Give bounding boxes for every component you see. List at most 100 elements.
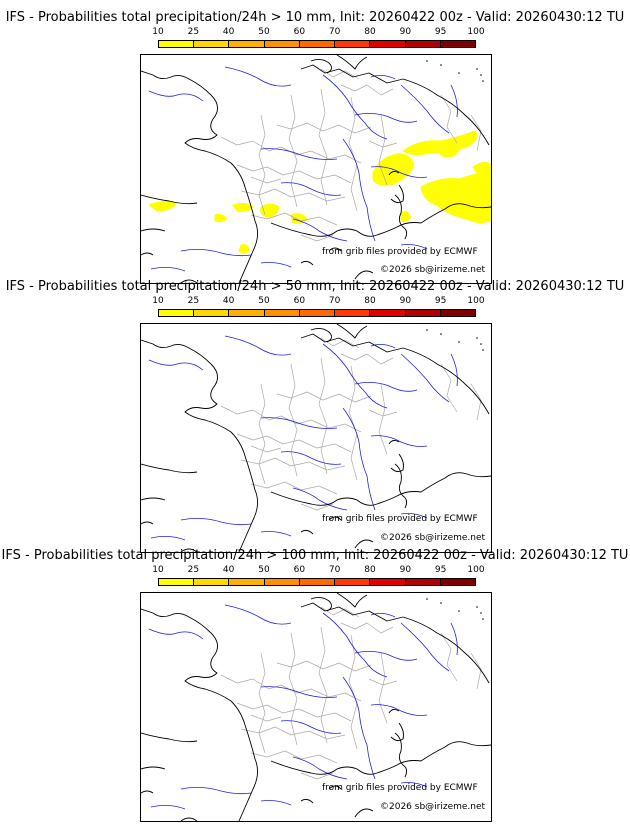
admin-border-line — [276, 391, 372, 403]
colorbar-tick-label: 60 — [293, 565, 306, 575]
colorbar-segment — [370, 579, 406, 585]
coastline — [300, 333, 404, 353]
admin-border-line — [288, 363, 298, 477]
admin-border-line — [220, 405, 362, 433]
rain-probability-area — [439, 143, 460, 158]
admin-border-line — [368, 140, 398, 148]
colorbar-segment — [440, 310, 475, 316]
river-line — [148, 628, 204, 640]
colorbar-tick-label: 50 — [258, 565, 270, 575]
river-line — [180, 787, 252, 795]
coastline — [402, 347, 490, 415]
coastline — [388, 439, 400, 445]
river-line — [342, 407, 376, 511]
river-line — [280, 451, 342, 465]
admin-border-line — [220, 136, 362, 164]
coastline — [354, 808, 374, 818]
admin-border-line — [368, 409, 398, 417]
admin-border-line — [340, 622, 394, 634]
coastline — [394, 732, 408, 778]
river-line — [400, 622, 450, 672]
rain-probability-area — [290, 213, 308, 224]
coastline — [300, 798, 314, 804]
coastline — [141, 732, 198, 743]
probability-map — [140, 54, 492, 284]
source-credit: from grib files provided by ECMWF — [322, 514, 478, 524]
coast-dot — [482, 618, 484, 620]
coast-dot — [458, 610, 460, 612]
colorbar-segment — [299, 41, 336, 47]
coast-dot — [480, 74, 482, 76]
coastline — [300, 64, 404, 84]
coastline — [141, 228, 166, 232]
admin-border-line — [276, 122, 372, 134]
admin-border-line — [250, 481, 338, 495]
map-panel-100mm: IFS - Probabilities total precipitation/… — [0, 548, 630, 822]
coastline — [141, 790, 154, 794]
coastline — [184, 363, 258, 552]
rain-probability-area — [232, 202, 254, 212]
colorbar-tick-label: 60 — [293, 296, 306, 306]
admin-border-line — [470, 114, 482, 152]
coastline — [300, 602, 404, 622]
coastline — [388, 170, 400, 176]
river-line — [260, 262, 292, 268]
coastline — [390, 184, 404, 204]
colorbar-tick-label: 50 — [258, 296, 270, 306]
copyright-credit: ©2026 sb@irizeme.net — [380, 802, 486, 812]
river-line — [280, 720, 342, 734]
admin-border-line — [258, 652, 266, 754]
coast-dot — [476, 337, 478, 339]
coastline — [402, 616, 490, 684]
panel-title: IFS - Probabilities total precipitation/… — [5, 279, 625, 294]
river-line — [322, 612, 388, 678]
admin-border-line — [300, 234, 334, 242]
colorbar-segment — [335, 579, 371, 585]
admin-border-line — [348, 365, 358, 481]
river-line — [370, 75, 396, 80]
colorbar-segment — [440, 579, 475, 585]
coastline — [141, 194, 198, 205]
admin-border-line — [288, 632, 298, 746]
coastline — [394, 463, 408, 509]
map-panel-10mm: IFS - Probabilities total precipitation/… — [0, 10, 630, 284]
admin-border-line — [300, 772, 334, 780]
colorbar-segment — [335, 41, 371, 47]
river-line — [292, 756, 348, 780]
colorbar-tick-label: 100 — [467, 27, 485, 37]
river-line — [400, 84, 450, 134]
coast-dot — [482, 80, 484, 82]
coastline — [300, 260, 314, 266]
admin-border-line — [378, 383, 388, 455]
colorbar-segment — [299, 579, 336, 585]
coast-dot — [482, 349, 484, 351]
map-canvas — [141, 324, 491, 552]
rain-probability-area — [400, 211, 412, 222]
river-line — [370, 166, 428, 178]
rain-probability-area — [214, 214, 228, 223]
colorbar-labels: 10 25 40 50 60 70 80 90 95 100 — [0, 565, 630, 575]
coastline — [310, 596, 332, 612]
admin-border-line — [470, 383, 482, 421]
coast-dot — [440, 333, 442, 335]
river-line — [260, 686, 338, 698]
rain-probability-area — [238, 244, 250, 254]
coast-dot — [426, 60, 428, 62]
river-line — [260, 148, 338, 160]
coastline — [390, 722, 404, 742]
colorbar-tick-label: 95 — [434, 27, 447, 37]
admin-border-line — [258, 383, 266, 485]
colorbar-segment — [194, 310, 230, 316]
colorbar-tick-label: 40 — [222, 296, 235, 306]
colorbar-segment — [194, 579, 230, 585]
map-panel-50mm: IFS - Probabilities total precipitation/… — [0, 279, 630, 553]
rain-probability-area — [148, 200, 178, 212]
colorbar-tick-label: 70 — [328, 27, 341, 37]
river-line — [370, 344, 396, 349]
admin-border-line — [378, 114, 388, 186]
coastline — [420, 741, 491, 762]
coastline — [328, 247, 342, 252]
river-line — [400, 353, 450, 403]
river-line — [354, 113, 418, 123]
river-line — [150, 805, 186, 810]
